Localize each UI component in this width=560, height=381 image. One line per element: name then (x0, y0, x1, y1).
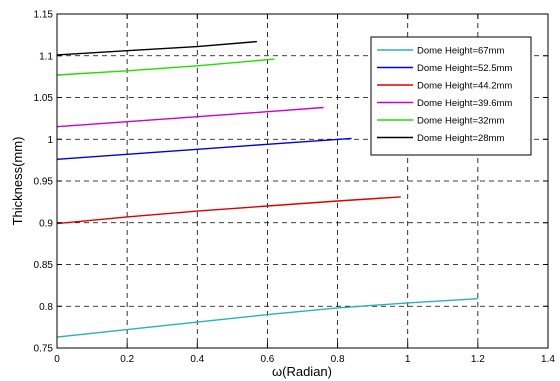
legend-label: Dome Height=39.6mm (417, 98, 512, 109)
legend-label: Dome Height=67mm (417, 46, 504, 57)
legend: Dome Height=67mm Dome Height=52.5mm Dome H… (370, 36, 532, 156)
y-tick-label: 0.75 (34, 344, 54, 355)
x-tick-label: 0.2 (120, 354, 134, 365)
x-tick-label: 0.4 (190, 354, 204, 365)
legend-label: Dome Height=44.2mm (417, 81, 512, 92)
y-tick-label: 0.9 (39, 218, 53, 229)
legend-label: Dome Height=32mm (417, 116, 504, 127)
ticks (56, 13, 549, 349)
series-line-3 (56, 106, 324, 128)
y-tick-label: 1.1 (39, 51, 53, 62)
legend-label: Dome Height=28mm (417, 133, 504, 144)
y-tick-label: 0.8 (39, 302, 53, 313)
y-tick-label: 1 (47, 135, 53, 146)
series-line-4 (56, 58, 275, 76)
legend-label: Dome Height=52.5mm (417, 63, 512, 74)
x-tick-label: 1.2 (471, 354, 485, 365)
y-tick-label: 1.05 (34, 93, 54, 104)
series-line-5 (56, 40, 257, 56)
x-tick-label: 1.4 (541, 354, 555, 365)
series-line-0 (56, 298, 478, 338)
x-tick-label: 1 (405, 354, 411, 365)
y-tick-label: 1.15 (34, 10, 54, 21)
y-tick-label: 0.95 (34, 177, 54, 188)
y-tick-labels: 0.75 0.8 0.85 0.9 0.95 1 1.05 1.1 1.15 (34, 10, 54, 355)
x-tick-label: 0.8 (331, 354, 345, 365)
x-tick-label: 0 (54, 354, 60, 365)
x-tick-labels: 0 0.2 0.4 0.6 0.8 1 1.2 1.4 (54, 354, 555, 365)
series-group (56, 40, 478, 338)
series-line-2 (56, 196, 401, 225)
legend-box (370, 36, 532, 156)
x-axis-label: ω(Radian) (272, 364, 332, 379)
series-line-1 (56, 137, 352, 160)
x-tick-label: 0.6 (260, 354, 274, 365)
y-axis-label: Thickness(mm) (10, 137, 25, 226)
y-tick-label: 0.85 (34, 260, 54, 271)
